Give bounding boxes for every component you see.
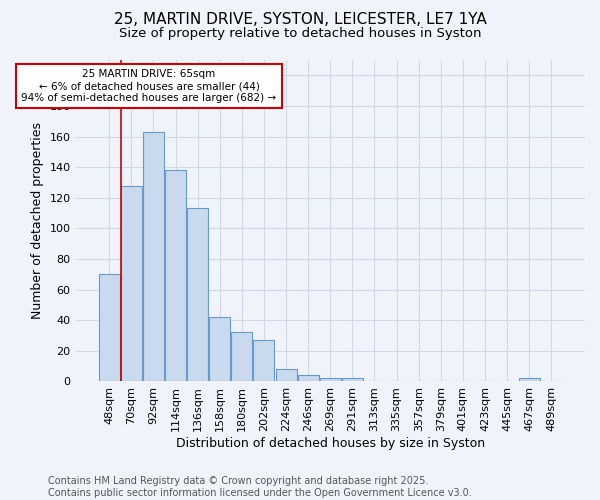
Bar <box>232 332 253 382</box>
Bar <box>143 132 164 382</box>
Text: Contains HM Land Registry data © Crown copyright and database right 2025.
Contai: Contains HM Land Registry data © Crown c… <box>48 476 472 498</box>
Bar <box>187 208 208 382</box>
Y-axis label: Number of detached properties: Number of detached properties <box>31 122 44 319</box>
Bar <box>253 340 274 382</box>
Bar <box>275 369 296 382</box>
X-axis label: Distribution of detached houses by size in Syston: Distribution of detached houses by size … <box>176 437 485 450</box>
Text: 25, MARTIN DRIVE, SYSTON, LEICESTER, LE7 1YA: 25, MARTIN DRIVE, SYSTON, LEICESTER, LE7… <box>113 12 487 28</box>
Bar <box>121 186 142 382</box>
Bar <box>320 378 341 382</box>
Bar <box>519 378 540 382</box>
Bar <box>298 376 319 382</box>
Text: 25 MARTIN DRIVE: 65sqm
← 6% of detached houses are smaller (44)
94% of semi-deta: 25 MARTIN DRIVE: 65sqm ← 6% of detached … <box>22 70 277 102</box>
Bar <box>98 274 119 382</box>
Bar <box>165 170 186 382</box>
Bar <box>342 378 363 382</box>
Bar <box>209 317 230 382</box>
Text: Size of property relative to detached houses in Syston: Size of property relative to detached ho… <box>119 28 481 40</box>
